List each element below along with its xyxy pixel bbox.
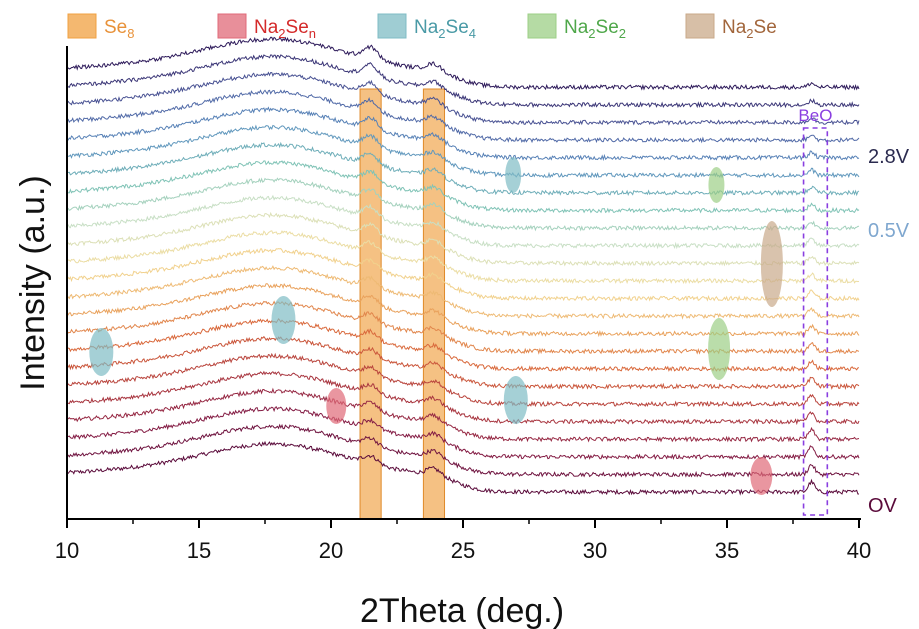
phase-marker	[505, 157, 522, 193]
diffraction-trace	[66, 318, 860, 373]
beo-label: BeO	[798, 106, 832, 125]
legend-label: Na2Se2	[564, 17, 626, 41]
diffraction-trace	[66, 406, 860, 461]
se8-reference-bands	[359, 88, 446, 520]
x-tick-label: 15	[187, 538, 211, 563]
phase-marker	[750, 457, 773, 495]
x-axis-title: 2Theta (deg.)	[360, 592, 564, 629]
legend-swatch	[67, 13, 97, 39]
diffraction-trace	[66, 370, 860, 426]
legend-item: Se8	[67, 13, 134, 41]
diffraction-trace	[66, 194, 860, 250]
legend-swatch	[377, 13, 407, 39]
legend-label: Na2Se4	[414, 17, 476, 41]
diffraction-trace	[66, 335, 860, 390]
voltage-labels: 2.8V 0.5V OV	[868, 146, 910, 517]
diffraction-trace	[66, 124, 860, 179]
diffraction-trace	[66, 89, 860, 144]
beo-reference-box: BeO	[798, 106, 832, 516]
y-axis-title: Intensity (a.u.)	[14, 175, 52, 390]
diffraction-trace	[66, 141, 860, 197]
legend-item: Na2Se	[685, 13, 777, 41]
phase-marker	[760, 221, 783, 307]
diffraction-trace	[66, 352, 860, 408]
phase-markers	[89, 157, 783, 495]
legend-label: Se8	[104, 17, 134, 41]
diffraction-trace	[66, 440, 859, 496]
legend-item: Na2Se4	[377, 13, 476, 41]
diffraction-trace	[67, 177, 860, 232]
x-tick-label: 20	[319, 538, 343, 563]
diffraction-trace	[66, 248, 860, 302]
x-tick-label: 35	[715, 538, 739, 563]
diffraction-trace	[66, 265, 860, 320]
legend-label: Na2Sen	[254, 17, 316, 41]
phase-marker	[708, 167, 725, 203]
diffraction-trace	[66, 36, 860, 91]
voltage-label: 2.8V	[868, 146, 910, 168]
phase-marker	[326, 388, 347, 424]
x-tick-label: 40	[847, 538, 871, 563]
x-tick-label: 30	[583, 538, 607, 563]
legend: Se8 Na2Sen Na2Se4 Na2Se2 Na2Se	[67, 13, 777, 41]
phase-marker	[271, 296, 296, 344]
axes	[66, 46, 861, 520]
voltage-label: OV	[868, 495, 898, 517]
voltage-label: 0.5V	[868, 220, 910, 242]
diffraction-trace	[67, 71, 860, 126]
beo-box	[802, 127, 829, 516]
diffraction-trace	[66, 211, 860, 267]
phase-marker	[708, 318, 731, 380]
legend-swatch	[527, 13, 557, 39]
legend-item: Na2Sen	[217, 13, 316, 41]
legend-swatch	[685, 13, 715, 39]
diffraction-trace	[66, 54, 860, 109]
diffraction-trace	[66, 106, 860, 162]
diffraction-trace	[66, 423, 860, 478]
phase-marker	[89, 328, 114, 376]
phase-marker	[503, 376, 528, 424]
diffraction-trace	[66, 387, 860, 443]
legend-item: Na2Se2	[527, 13, 626, 41]
x-ticks: 10 15 20 25 30 35 40	[55, 519, 871, 563]
legend-label: Na2Se	[722, 17, 777, 41]
diffraction-traces	[66, 36, 860, 496]
x-tick-label: 25	[451, 538, 475, 563]
diffraction-trace	[66, 160, 860, 214]
x-tick-label: 10	[55, 538, 79, 563]
legend-swatch	[217, 13, 247, 39]
diffraction-trace	[66, 230, 860, 285]
